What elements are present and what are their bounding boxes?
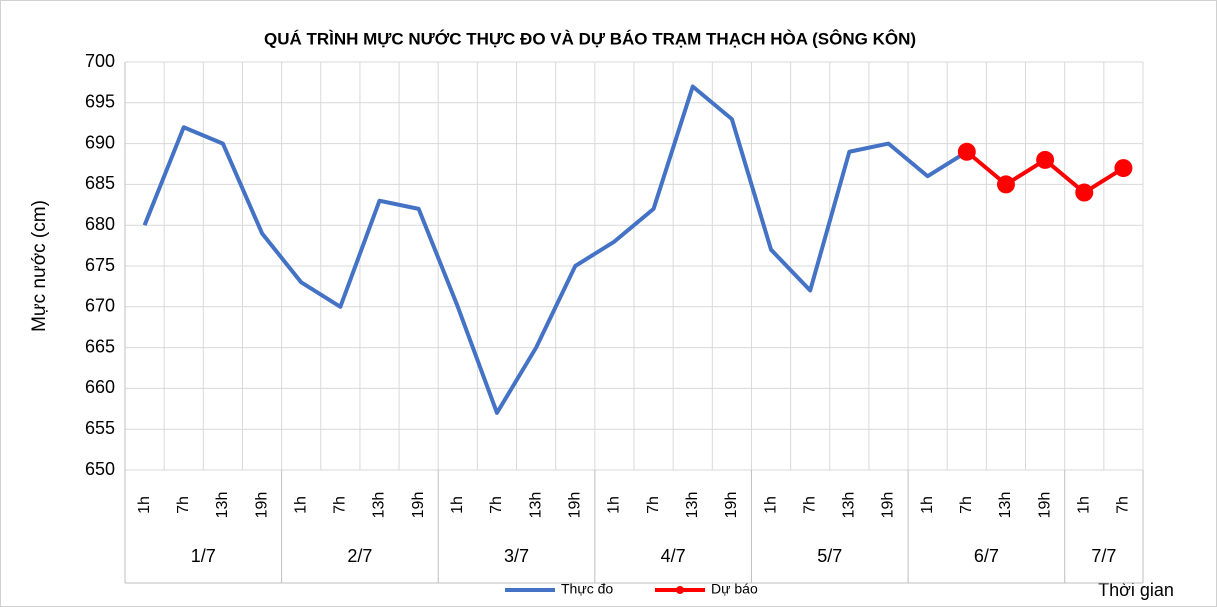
- x-tick-label: 7h: [332, 496, 349, 514]
- x-tick-label: 7h: [1115, 496, 1132, 514]
- x-tick-label: 13h: [997, 492, 1014, 519]
- x-tick-label: 1h: [606, 496, 623, 514]
- data-point: [1036, 150, 1055, 169]
- x-tick-label: 13h: [527, 492, 544, 519]
- x-tick-label: 13h: [684, 492, 701, 519]
- x-axis-label: Thời gian: [1098, 580, 1174, 600]
- data-point: [1075, 183, 1094, 202]
- x-tick-label: 19h: [566, 492, 583, 519]
- y-tick-label: 675: [85, 255, 115, 275]
- y-tick-label: 680: [85, 214, 115, 234]
- data-point: [957, 142, 976, 161]
- x-tick-label: 19h: [1036, 492, 1053, 519]
- x-group-label: 1/7: [191, 546, 216, 566]
- x-group-label: 7/7: [1091, 546, 1116, 566]
- x-tick-label: 7h: [175, 496, 192, 514]
- x-tick-label: 7h: [801, 496, 818, 514]
- x-tick-label: 7h: [488, 496, 505, 514]
- y-tick-label: 690: [85, 132, 115, 152]
- y-tick-label: 665: [85, 336, 115, 356]
- y-tick-label: 650: [85, 459, 115, 479]
- y-tick-label: 655: [85, 418, 115, 438]
- x-tick-label: 1h: [762, 496, 779, 514]
- y-tick-label: 700: [85, 51, 115, 71]
- x-tick-label: 19h: [723, 492, 740, 519]
- x-tick-label: 1h: [292, 496, 309, 514]
- legend-label: Dự báo: [711, 581, 758, 597]
- data-line: [142, 84, 968, 415]
- x-tick-label: 7h: [645, 496, 662, 514]
- y-tick-label: 660: [85, 377, 115, 397]
- x-group-label: 2/7: [347, 546, 372, 566]
- legend-marker: [676, 586, 684, 594]
- x-tick-label: 13h: [841, 492, 858, 519]
- y-axis-label: Mực nước (cm): [29, 200, 50, 332]
- x-tick-label: 1h: [1075, 496, 1092, 514]
- x-tick-label: 1h: [449, 496, 466, 514]
- data-point: [1114, 159, 1133, 178]
- x-tick-label: 13h: [214, 492, 231, 519]
- x-tick-label: 1h: [136, 496, 153, 514]
- legend-label: Thực đo: [561, 581, 613, 597]
- chart-title: QUÁ TRÌNH MỰC NƯỚC THỰC ĐO VÀ DỰ BÁO TRẠ…: [264, 29, 916, 48]
- data-point: [996, 175, 1015, 194]
- x-tick-label: 19h: [253, 492, 270, 519]
- x-tick-label: 13h: [371, 492, 388, 519]
- x-tick-label: 1h: [919, 496, 936, 514]
- x-tick-label: 19h: [880, 492, 897, 519]
- x-group-label: 6/7: [974, 546, 999, 566]
- y-tick-label: 695: [85, 92, 115, 112]
- y-tick-label: 685: [85, 173, 115, 193]
- x-group-label: 5/7: [817, 546, 842, 566]
- x-tick-label: 19h: [410, 492, 427, 519]
- x-group-label: 3/7: [504, 546, 529, 566]
- x-group-label: 4/7: [661, 546, 686, 566]
- y-tick-label: 670: [85, 296, 115, 316]
- x-tick-label: 7h: [958, 496, 975, 514]
